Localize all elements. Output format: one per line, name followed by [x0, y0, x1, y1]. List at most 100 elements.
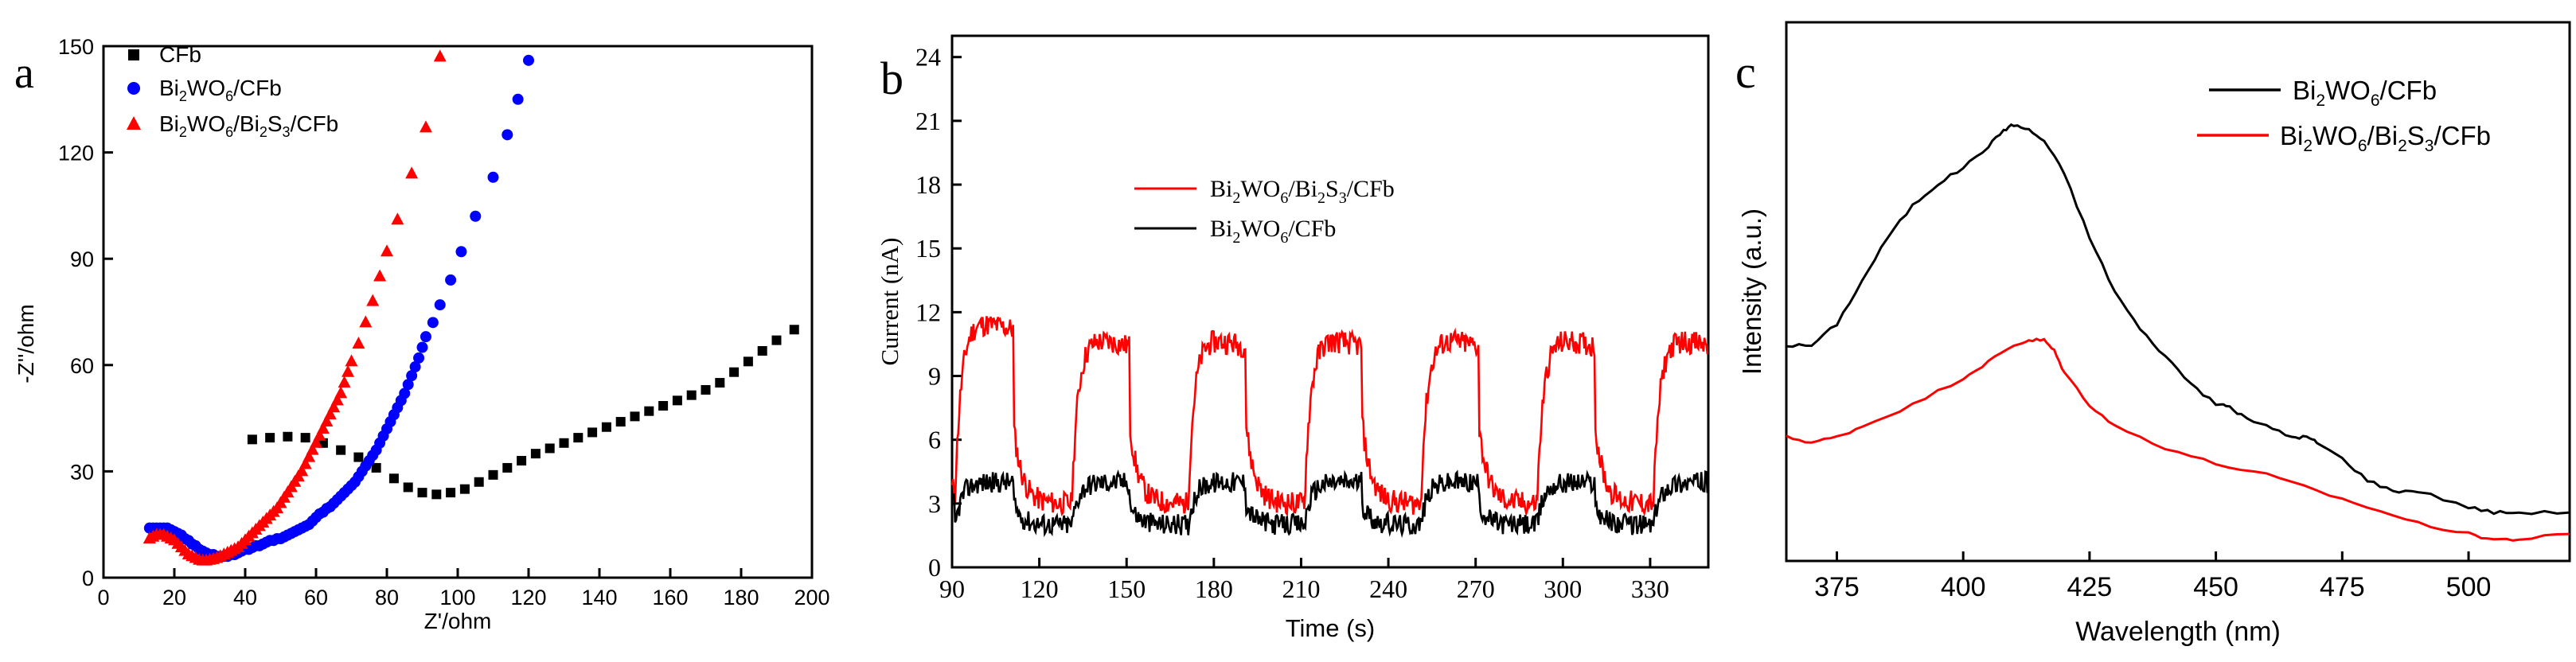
subscript: 6 [225, 124, 233, 140]
x-tick-label: 270 [1457, 574, 1495, 603]
subscript: 2 [179, 88, 187, 104]
subscript: 2 [179, 124, 187, 140]
data-point-triangle [127, 116, 141, 130]
data-point-square [587, 427, 598, 438]
data-point-triangle [299, 457, 312, 469]
panel-label-b: b [880, 53, 904, 104]
data-point-circle [445, 274, 457, 286]
data-point-square [336, 445, 346, 455]
data-point-circle [523, 54, 534, 66]
x-tick-label: 80 [375, 586, 399, 609]
data-point-square [265, 433, 275, 443]
data-point-triangle [313, 428, 326, 441]
legend-label: Bi2WO6/Bi2S3/CFb [159, 111, 338, 140]
panel-c: 375 400 425 450 475 500 Wavelength (nm) Intensi… [1735, 21, 2571, 647]
data-point-circle [127, 82, 140, 95]
subscript: 6 [1280, 229, 1288, 247]
data-point-square [644, 406, 654, 416]
y-axis-label: Intensity (a.u.) [1737, 208, 1766, 375]
data-point-square [686, 390, 697, 400]
data-point-circle [487, 171, 499, 183]
x-tick-label: 200 [794, 586, 829, 609]
subscript: 6 [225, 88, 233, 104]
data-point-triangle [391, 212, 404, 225]
data-point-triangle [352, 337, 365, 349]
data-point-square [459, 484, 470, 494]
y-tick-label: 120 [58, 142, 94, 166]
data-point-square [431, 489, 442, 500]
x-tick-label: 475 [2320, 572, 2365, 602]
data-point-square [630, 411, 640, 422]
data-point-square [715, 378, 725, 388]
data-point-square [283, 431, 293, 442]
x-tick-label: 120 [510, 586, 546, 609]
y-tick-label: 0 [82, 567, 94, 590]
plot-frame [1785, 21, 2571, 563]
formula-part: /CFb [233, 76, 282, 100]
subscript: 3 [2425, 137, 2434, 155]
legend-label: Bi2WO6/CFb [2293, 76, 2437, 110]
data-point-square [353, 452, 364, 462]
formula-part: /Bi [2367, 121, 2398, 150]
legend-label: Bi2WO6/CFb [159, 76, 282, 104]
formula-part: Bi [159, 76, 179, 100]
data-point-triangle [359, 315, 373, 328]
x-tick-label: 180 [1195, 574, 1233, 603]
data-point-triangle [334, 386, 348, 399]
x-tick-label: 450 [2193, 572, 2238, 602]
data-point-square [517, 456, 527, 466]
x-tick-label: 425 [2067, 572, 2113, 602]
formula-part: /Bi [1288, 176, 1317, 202]
data-point-square [743, 356, 753, 367]
data-point-circle [409, 361, 421, 373]
formula-part: /CFb [2434, 121, 2491, 150]
data-point-square [559, 438, 569, 448]
panel-a: 0 20 40 60 80 100 120 140 160 180 200 0 30 60 90 120 150… [14, 35, 830, 633]
x-tick-label: 160 [652, 586, 688, 609]
x-tick-label: 300 [1544, 574, 1582, 603]
data-point-circle [455, 246, 467, 258]
subscript: 6 [1280, 189, 1288, 207]
data-point-square [502, 462, 513, 473]
formula-part: Bi [2293, 76, 2316, 105]
data-point-triangle [373, 269, 387, 282]
spectrum-bi2wo6-bi2s3 [1786, 337, 2570, 542]
subscript: 2 [1232, 189, 1240, 207]
formula-part: S [2407, 121, 2425, 150]
data-point-square [672, 395, 682, 406]
x-tick-label: 100 [439, 586, 475, 609]
formula-part: WO [1240, 176, 1280, 202]
data-point-circle [402, 379, 414, 391]
x-tick-label: 500 [2446, 572, 2492, 602]
y-tick-label: 0 [928, 553, 941, 582]
x-tick-label: 210 [1282, 574, 1320, 603]
data-point-triangle [320, 415, 334, 427]
subscript: 2 [1317, 189, 1325, 207]
x-tick-label: 375 [1814, 572, 1860, 602]
trace-bi2wo6-bi2s3 [950, 316, 1709, 517]
data-point-square [729, 367, 740, 377]
y-axis-label: -Z''/ohm [14, 304, 38, 383]
formula-part: WO [2325, 76, 2371, 105]
data-point-square [488, 469, 498, 480]
spectrum-bi2wo6 [1786, 123, 2570, 516]
data-point-triangle [433, 49, 447, 62]
data-point-square [371, 462, 381, 473]
data-point-square [446, 488, 456, 498]
data-point-circle [512, 93, 524, 105]
x-tick-label: 180 [723, 586, 759, 609]
x-axis-label: Time (s) [1286, 614, 1376, 642]
data-point-square [701, 384, 711, 395]
data-point-square [573, 433, 584, 443]
formula-part: Bi [1210, 176, 1232, 202]
panel-label-c: c [1735, 46, 1756, 98]
x-tick-label: 140 [581, 586, 617, 609]
x-tick-label: 20 [162, 586, 186, 609]
subscript: 2 [260, 124, 267, 140]
x-tick-label: 330 [1631, 574, 1669, 603]
legend-label: Bi2WO6/CFb [1210, 216, 1336, 247]
data-point-square [474, 477, 484, 487]
formula-part: WO [1240, 216, 1280, 242]
